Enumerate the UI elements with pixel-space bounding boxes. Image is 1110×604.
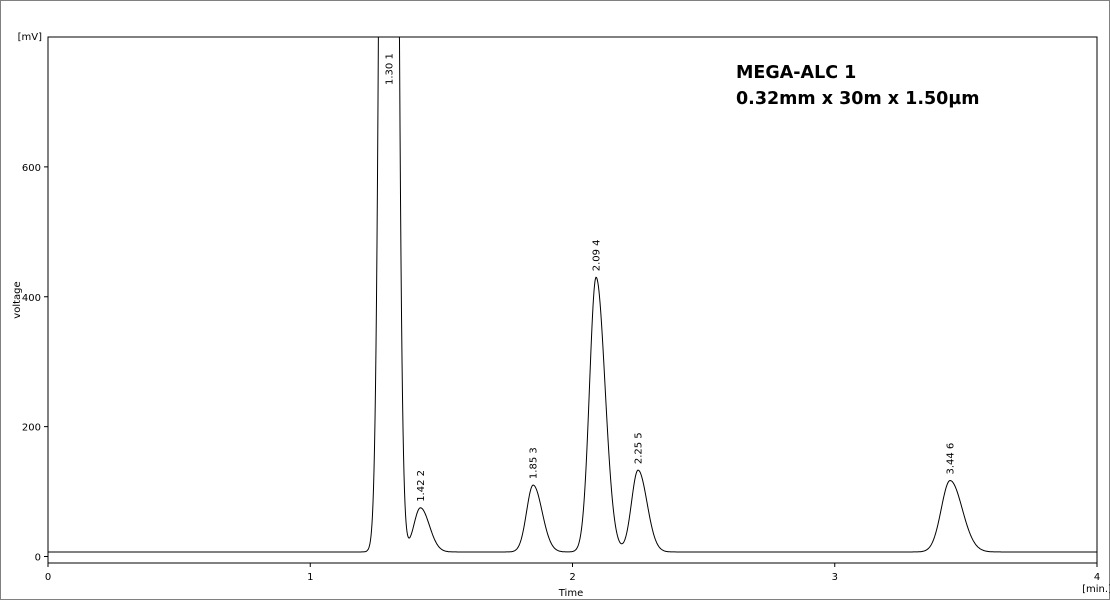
x-tick-label: 0 xyxy=(45,572,51,583)
y-tick-label: 0 xyxy=(35,553,41,564)
chromatogram-trace xyxy=(48,37,1097,553)
y-axis-label: voltage xyxy=(12,281,23,318)
y-unit-label: [mV] xyxy=(18,32,42,43)
x-tick-label: 3 xyxy=(832,572,838,583)
peak-label-3: 1.85 3 xyxy=(529,447,540,479)
peak-labels: 1.30 1 1.42 2 1.85 3 2.09 4 2.25 5 3.44 6 xyxy=(384,53,956,502)
y-tick-label: 400 xyxy=(22,293,41,304)
peak-label-4: 2.09 4 xyxy=(592,239,603,271)
x-tick-label: 4 xyxy=(1094,572,1100,583)
peak-label-2: 1.42 2 xyxy=(416,470,427,502)
peak-label-6: 3.44 6 xyxy=(946,443,957,475)
x-tick-label: 2 xyxy=(569,572,575,583)
x-axis-ticks: 0 1 2 3 4 xyxy=(45,563,1100,583)
y-axis-ticks: 0 200 400 600 xyxy=(22,163,48,564)
x-tick-label: 1 xyxy=(307,572,313,583)
column-name-annotation: MEGA-ALC 1 xyxy=(736,63,856,83)
y-tick-label: 200 xyxy=(22,423,41,434)
peak-label-5: 2.25 5 xyxy=(634,432,645,464)
y-tick-label: 600 xyxy=(22,163,41,174)
peak-label-1: 1.30 1 xyxy=(384,53,395,85)
x-unit-label: [min.] xyxy=(1082,584,1110,595)
x-axis-label: Time xyxy=(558,588,583,599)
column-dimensions-annotation: 0.32mm x 30m x 1.50µm xyxy=(736,89,979,109)
